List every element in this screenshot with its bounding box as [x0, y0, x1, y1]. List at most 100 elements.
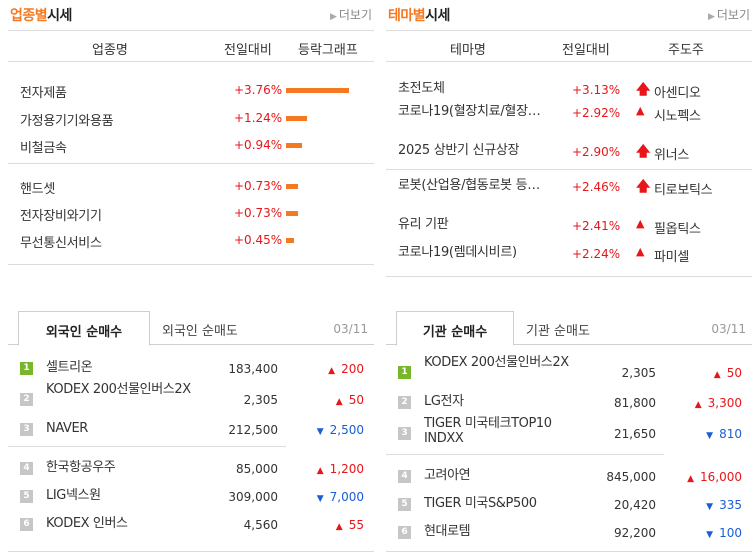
- industry-title: 업종별시세: [10, 8, 72, 24]
- foreign-date: 03/11: [333, 322, 368, 336]
- stock-name[interactable]: KODEX 200선물인버스2X: [46, 382, 191, 397]
- theme-leader-stock[interactable]: 아센디오: [654, 86, 701, 101]
- industry-change-bar: [286, 211, 298, 216]
- industry-more-link[interactable]: ▶ 더보기: [329, 8, 372, 22]
- divider: [386, 454, 664, 455]
- up-triangle-icon: ▲: [687, 474, 694, 484]
- industry-name[interactable]: 전자제품: [20, 86, 67, 101]
- stock-price: 4,560: [243, 518, 278, 532]
- rank-badge: 4: [20, 462, 33, 475]
- stock-price: 845,000: [606, 470, 656, 484]
- institution-tabs: 기관 순매수 기관 순매도 03/11: [386, 311, 752, 346]
- rank-badge: 2: [398, 396, 411, 409]
- stock-change: ▲ 200: [328, 362, 364, 376]
- theme-leader-stock[interactable]: 시노펙스: [654, 109, 701, 124]
- stock-name[interactable]: 현대로템: [424, 524, 471, 539]
- theme-name[interactable]: 초전도체: [398, 81, 445, 96]
- institution-panel: 기관 순매수 기관 순매도 03/11 1 KODEX 200선물인버스2X 2,3…: [386, 303, 752, 552]
- up-triangle-icon: ▲: [636, 245, 645, 258]
- industry-change: +0.73%: [234, 179, 283, 193]
- theme-change: +2.24%: [572, 247, 621, 261]
- tab-foreign-net-buy[interactable]: 외국인 순매수: [18, 311, 150, 346]
- theme-change: +2.41%: [572, 219, 621, 233]
- tab-institution-net-buy[interactable]: 기관 순매수: [396, 311, 514, 346]
- theme-name[interactable]: 2025 상반기 신규상장: [398, 143, 520, 158]
- stock-name[interactable]: NAVER: [46, 421, 88, 436]
- theme-leader-stock[interactable]: 티로보틱스: [654, 183, 713, 198]
- institution-date: 03/11: [711, 322, 746, 336]
- theme-table-header: 테마명 전일대비 주도주: [386, 30, 752, 62]
- up-triangle-icon: ▲: [328, 366, 336, 376]
- divider: [8, 446, 286, 447]
- up-triangle-icon: ▲: [636, 217, 645, 230]
- theme-name[interactable]: 코로나19(렘데시비르): [398, 245, 517, 260]
- industry-change-bar: [286, 143, 302, 148]
- industry-name[interactable]: 전자장비와기기: [20, 209, 102, 224]
- foreign-tabs: 외국인 순매수 외국인 순매도 03/11: [8, 311, 374, 346]
- industry-change: +0.73%: [234, 206, 283, 220]
- theme-change: +2.92%: [572, 106, 621, 120]
- industry-row[interactable]: 전자제품 +3.76%: [8, 76, 374, 103]
- industry-row[interactable]: 전자장비와기기 +0.73%: [8, 199, 374, 226]
- stock-name[interactable]: KODEX 200선물인버스2X: [424, 355, 569, 370]
- industry-row[interactable]: 가정용기기와용품 +1.24%: [8, 104, 374, 131]
- stock-name[interactable]: KODEX 인버스: [46, 516, 128, 531]
- rank-badge: 4: [398, 470, 411, 483]
- stock-name[interactable]: LIG넥스원: [46, 488, 101, 503]
- industry-name[interactable]: 무선통신서비스: [20, 236, 102, 251]
- stock-change: ▲ 50: [335, 393, 364, 407]
- stock-change: ▼ 7,000: [316, 490, 364, 504]
- stock-name[interactable]: LG전자: [424, 394, 464, 409]
- industry-change-bar: [286, 184, 298, 189]
- theme-change: +3.13%: [572, 83, 621, 97]
- stock-change: ▼ 2,500: [316, 423, 364, 437]
- rank-badge: 5: [398, 498, 411, 511]
- down-triangle-icon: ▼: [316, 494, 324, 504]
- up-triangle-icon: ▲: [636, 104, 645, 117]
- stock-name[interactable]: 한국항공우주: [46, 460, 116, 475]
- industry-name[interactable]: 비철금속: [20, 141, 67, 156]
- stock-change: ▲ 1,200: [316, 462, 364, 476]
- industry-panel: 업종별시세 ▶ 더보기 업종명 전일대비 등락그래프 전자제품 +3.76% 가정용기…: [8, 0, 374, 282]
- industry-row[interactable]: 핸드셋 +0.73%: [8, 172, 374, 199]
- down-triangle-icon: ▼: [706, 502, 714, 512]
- stock-change: ▼ 810: [706, 427, 742, 441]
- stock-price: 21,650: [614, 427, 656, 441]
- industry-row[interactable]: 비철금속 +0.94%: [8, 131, 374, 158]
- theme-name[interactable]: 코로나19(혈장치료/혈장…: [398, 104, 541, 119]
- triangle-right-icon: ▶: [707, 12, 715, 22]
- stock-change: ▲ 55: [335, 518, 364, 532]
- industry-change: +1.24%: [234, 111, 283, 125]
- stock-name[interactable]: 고려아연: [424, 468, 471, 483]
- stock-name[interactable]: TIGER 미국테크TOP10 INDXX: [424, 416, 552, 446]
- stock-price: 309,000: [228, 490, 278, 504]
- down-triangle-icon: ▼: [706, 530, 714, 540]
- theme-leader-stock[interactable]: 파미셀: [654, 250, 689, 265]
- upper-limit-arrow-icon: 🡅: [636, 179, 651, 195]
- triangle-right-icon: ▶: [329, 12, 337, 22]
- divider: [8, 264, 374, 265]
- stock-price: 183,400: [228, 362, 278, 376]
- up-triangle-icon: ▲: [694, 400, 702, 410]
- tab-institution-net-sell[interactable]: 기관 순매도: [526, 324, 590, 339]
- industry-name[interactable]: 가정용기기와용품: [20, 114, 114, 129]
- rank-badge: 6: [398, 526, 411, 539]
- stock-change: ▲ 50: [713, 366, 742, 380]
- upper-limit-arrow-icon: 🡅: [636, 144, 651, 160]
- tab-foreign-net-sell[interactable]: 외국인 순매도: [162, 324, 238, 339]
- stock-name[interactable]: TIGER 미국S&P500: [424, 496, 537, 511]
- theme-name[interactable]: 로봇(산업용/협동로봇 등…: [398, 178, 540, 193]
- rank-badge: 3: [398, 427, 411, 440]
- stock-name[interactable]: 셀트리온: [46, 360, 93, 375]
- industry-name[interactable]: 핸드셋: [20, 182, 55, 197]
- industry-row[interactable]: 무선통신서비스 +0.45%: [8, 226, 374, 253]
- theme-more-link[interactable]: ▶ 더보기: [707, 8, 750, 22]
- industry-change-bar: [286, 88, 349, 93]
- stock-price: 2,305: [621, 366, 656, 380]
- industry-change: +0.45%: [234, 233, 283, 247]
- theme-leader-stock[interactable]: 위너스: [654, 148, 689, 163]
- theme-leader-stock[interactable]: 필옵틱스: [654, 222, 701, 237]
- industry-change-bar: [286, 238, 294, 243]
- theme-name[interactable]: 유리 기판: [398, 217, 449, 232]
- up-triangle-icon: ▲: [316, 466, 324, 476]
